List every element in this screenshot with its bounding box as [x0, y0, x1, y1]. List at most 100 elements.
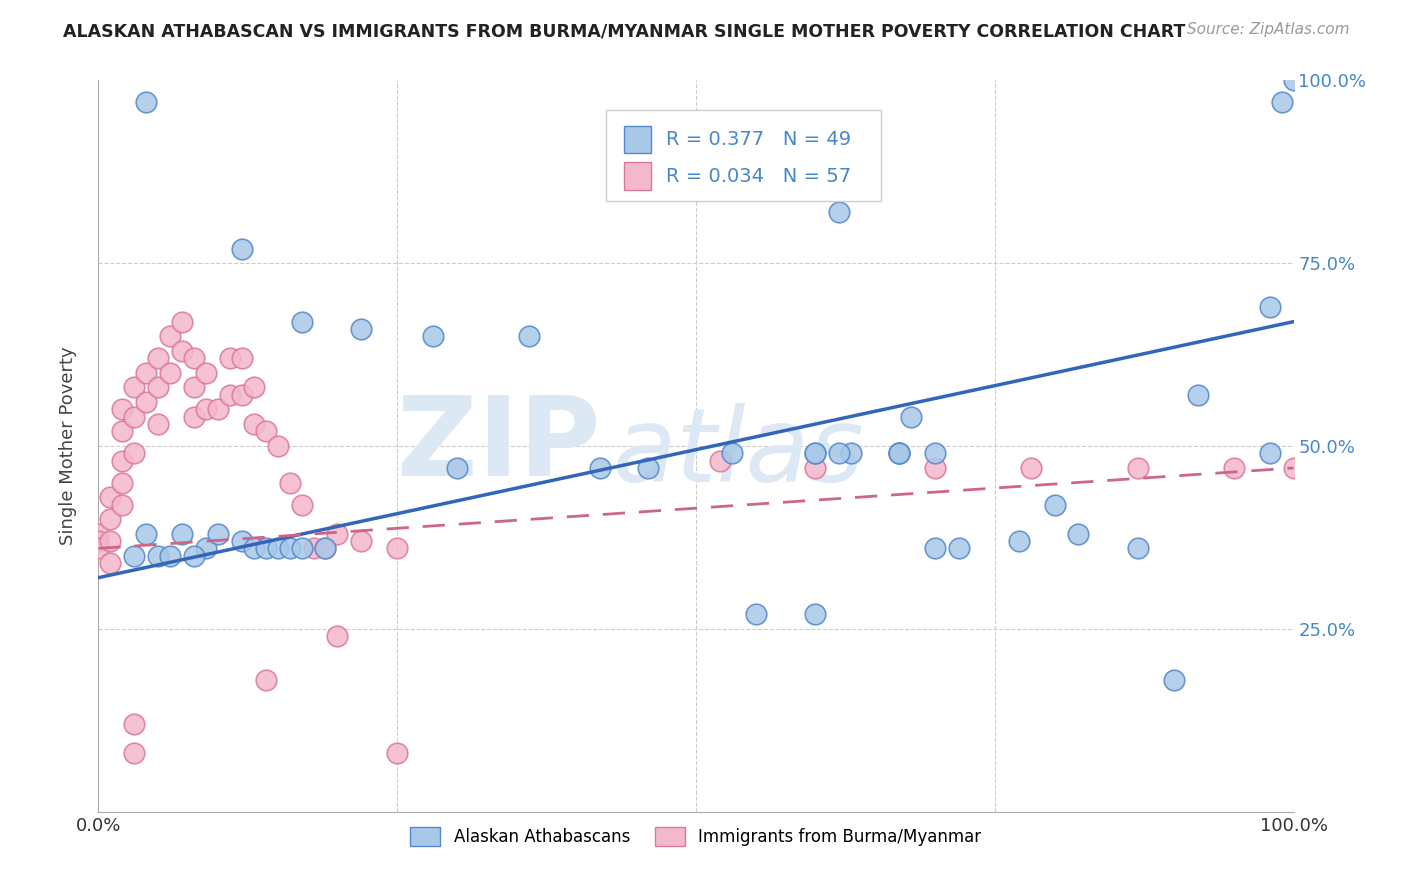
Immigrants from Burma/Myanmar [98, 512, 122, 526]
Alaskan Athabascans [291, 541, 314, 556]
Immigrants from Burma/Myanmar [98, 490, 122, 504]
Text: atlas: atlas [613, 403, 863, 503]
Immigrants from Burma/Myanmar [111, 425, 134, 439]
Immigrants from Burma/Myanmar [1019, 461, 1042, 475]
Alaskan Athabascans [637, 461, 659, 475]
Immigrants from Burma/Myanmar [385, 541, 409, 556]
Immigrants from Burma/Myanmar [804, 461, 827, 475]
Immigrants from Burma/Myanmar [87, 534, 110, 549]
Immigrants from Burma/Myanmar [124, 409, 146, 424]
Immigrants from Burma/Myanmar [159, 329, 181, 343]
Alaskan Athabascans [243, 541, 266, 556]
Alaskan Athabascans [1187, 388, 1209, 402]
Legend: Alaskan Athabascans, Immigrants from Burma/Myanmar: Alaskan Athabascans, Immigrants from Bur… [402, 819, 990, 855]
Alaskan Athabascans [1067, 526, 1090, 541]
Immigrants from Burma/Myanmar [87, 526, 110, 541]
Alaskan Athabascans [804, 607, 827, 622]
Immigrants from Burma/Myanmar [172, 343, 194, 358]
Immigrants from Burma/Myanmar [231, 351, 253, 366]
Alaskan Athabascans [889, 446, 911, 460]
Immigrants from Burma/Myanmar [111, 453, 134, 467]
Alaskan Athabascans [1258, 300, 1281, 314]
Immigrants from Burma/Myanmar [326, 526, 349, 541]
Alaskan Athabascans [135, 526, 157, 541]
Immigrants from Burma/Myanmar [148, 380, 170, 394]
Immigrants from Burma/Myanmar [254, 425, 277, 439]
Immigrants from Burma/Myanmar [172, 315, 194, 329]
Immigrants from Burma/Myanmar [350, 534, 373, 549]
Text: Source: ZipAtlas.com: Source: ZipAtlas.com [1187, 22, 1350, 37]
Alaskan Athabascans [889, 446, 911, 460]
Immigrants from Burma/Myanmar [709, 453, 731, 467]
Immigrants from Burma/Myanmar [243, 417, 266, 431]
Alaskan Athabascans [183, 549, 205, 563]
Alaskan Athabascans [1271, 95, 1294, 110]
Immigrants from Burma/Myanmar [195, 402, 218, 417]
Immigrants from Burma/Myanmar [267, 439, 290, 453]
Alaskan Athabascans [254, 541, 277, 556]
Bar [624, 126, 651, 153]
Bar [624, 162, 651, 190]
Alaskan Athabascans [924, 541, 946, 556]
Alaskan Athabascans [900, 409, 922, 424]
Immigrants from Burma/Myanmar [219, 351, 242, 366]
Immigrants from Burma/Myanmar [183, 409, 205, 424]
Immigrants from Burma/Myanmar [111, 498, 134, 512]
Alaskan Athabascans [267, 541, 290, 556]
Immigrants from Burma/Myanmar [111, 402, 134, 417]
Alaskan Athabascans [231, 242, 253, 256]
Immigrants from Burma/Myanmar [231, 388, 253, 402]
Immigrants from Burma/Myanmar [124, 717, 146, 731]
Text: R = 0.377   N = 49: R = 0.377 N = 49 [666, 130, 851, 149]
Alaskan Athabascans [446, 461, 468, 475]
Immigrants from Burma/Myanmar [385, 746, 409, 760]
Immigrants from Burma/Myanmar [183, 351, 205, 366]
Text: ZIP: ZIP [396, 392, 600, 500]
Alaskan Athabascans [804, 446, 827, 460]
Immigrants from Burma/Myanmar [148, 417, 170, 431]
Alaskan Athabascans [195, 541, 218, 556]
Immigrants from Burma/Myanmar [135, 366, 157, 380]
Alaskan Athabascans [745, 607, 768, 622]
Alaskan Athabascans [889, 446, 911, 460]
Alaskan Athabascans [1163, 673, 1185, 687]
Immigrants from Burma/Myanmar [195, 366, 218, 380]
Immigrants from Burma/Myanmar [124, 446, 146, 460]
Immigrants from Burma/Myanmar [315, 541, 337, 556]
Immigrants from Burma/Myanmar [148, 351, 170, 366]
Alaskan Athabascans [207, 526, 229, 541]
Alaskan Athabascans [172, 526, 194, 541]
FancyBboxPatch shape [606, 110, 882, 201]
Immigrants from Burma/Myanmar [924, 461, 946, 475]
Immigrants from Burma/Myanmar [243, 380, 266, 394]
Alaskan Athabascans [124, 549, 146, 563]
Immigrants from Burma/Myanmar [98, 534, 122, 549]
Alaskan Athabascans [517, 329, 540, 343]
Immigrants from Burma/Myanmar [87, 541, 110, 556]
Alaskan Athabascans [1282, 73, 1305, 87]
Immigrants from Burma/Myanmar [302, 541, 325, 556]
Alaskan Athabascans [721, 446, 744, 460]
Alaskan Athabascans [804, 446, 827, 460]
Immigrants from Burma/Myanmar [124, 380, 146, 394]
Immigrants from Burma/Myanmar [135, 395, 157, 409]
Alaskan Athabascans [828, 446, 851, 460]
Alaskan Athabascans [1258, 446, 1281, 460]
Alaskan Athabascans [231, 534, 253, 549]
Immigrants from Burma/Myanmar [1128, 461, 1150, 475]
Alaskan Athabascans [589, 461, 612, 475]
Immigrants from Burma/Myanmar [326, 629, 349, 643]
Alaskan Athabascans [948, 541, 970, 556]
Immigrants from Burma/Myanmar [159, 366, 181, 380]
Alaskan Athabascans [422, 329, 444, 343]
Alaskan Athabascans [148, 549, 170, 563]
Immigrants from Burma/Myanmar [207, 402, 229, 417]
Immigrants from Burma/Myanmar [1223, 461, 1246, 475]
Y-axis label: Single Mother Poverty: Single Mother Poverty [59, 347, 77, 545]
Immigrants from Burma/Myanmar [111, 475, 134, 490]
Alaskan Athabascans [278, 541, 301, 556]
Alaskan Athabascans [315, 541, 337, 556]
Immigrants from Burma/Myanmar [1282, 461, 1305, 475]
Immigrants from Burma/Myanmar [291, 498, 314, 512]
Text: R = 0.034   N = 57: R = 0.034 N = 57 [666, 167, 851, 186]
